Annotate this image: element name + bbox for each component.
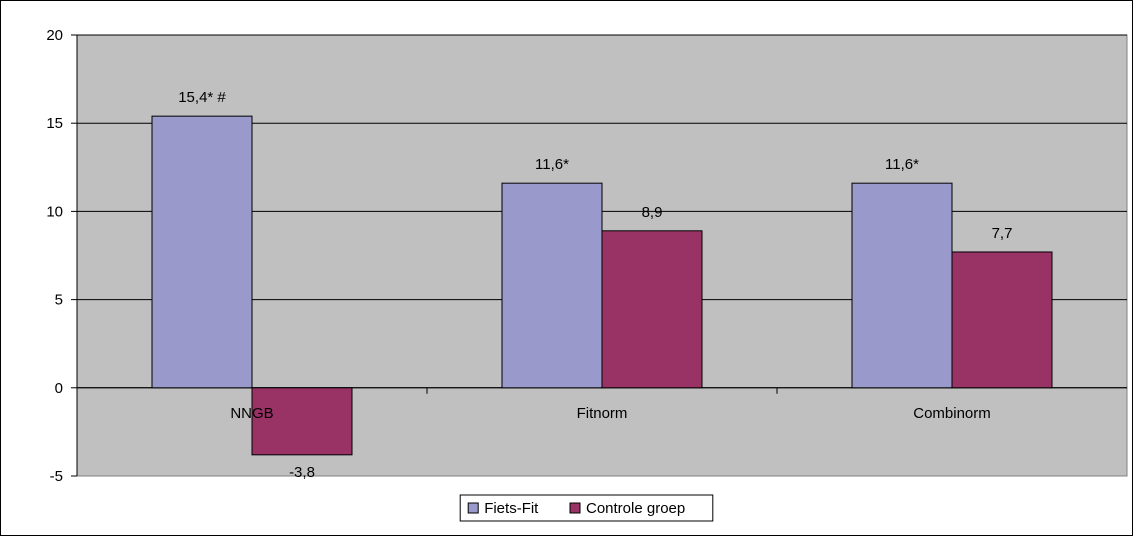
y-tick-label: 0	[55, 380, 63, 397]
legend-label: Controle groep	[586, 500, 685, 517]
bar-fiets-fit-nngb	[151, 115, 253, 389]
legend-swatch	[467, 502, 479, 514]
bar-fiets-fit-fitnorm	[501, 182, 603, 389]
category-label: NNGB	[230, 405, 273, 422]
data-label: 11,6*	[535, 156, 569, 173]
legend	[459, 494, 714, 522]
bar-controle-groep-nngb	[251, 387, 353, 456]
data-label: 15,4* #	[178, 89, 226, 106]
data-label: 8,9	[642, 204, 663, 221]
bar-controle-groep-combinorm	[951, 251, 1053, 389]
legend-swatch	[569, 502, 581, 514]
y-tick-label: 10	[46, 203, 63, 220]
data-label: 7,7	[992, 225, 1013, 242]
y-tick-label: 5	[55, 292, 63, 309]
data-label: -3,8	[289, 464, 315, 481]
legend-label: Fiets-Fit	[484, 500, 539, 517]
y-tick-label: 20	[46, 27, 63, 44]
category-label: Fitnorm	[577, 405, 628, 422]
y-tick-label: -5	[50, 468, 63, 485]
data-label: 11,6*	[885, 156, 919, 173]
bar-controle-groep-fitnorm	[601, 230, 703, 389]
y-tick-label: 15	[46, 115, 63, 132]
bar-fiets-fit-combinorm	[851, 182, 953, 389]
category-label: Combinorm	[913, 405, 991, 422]
